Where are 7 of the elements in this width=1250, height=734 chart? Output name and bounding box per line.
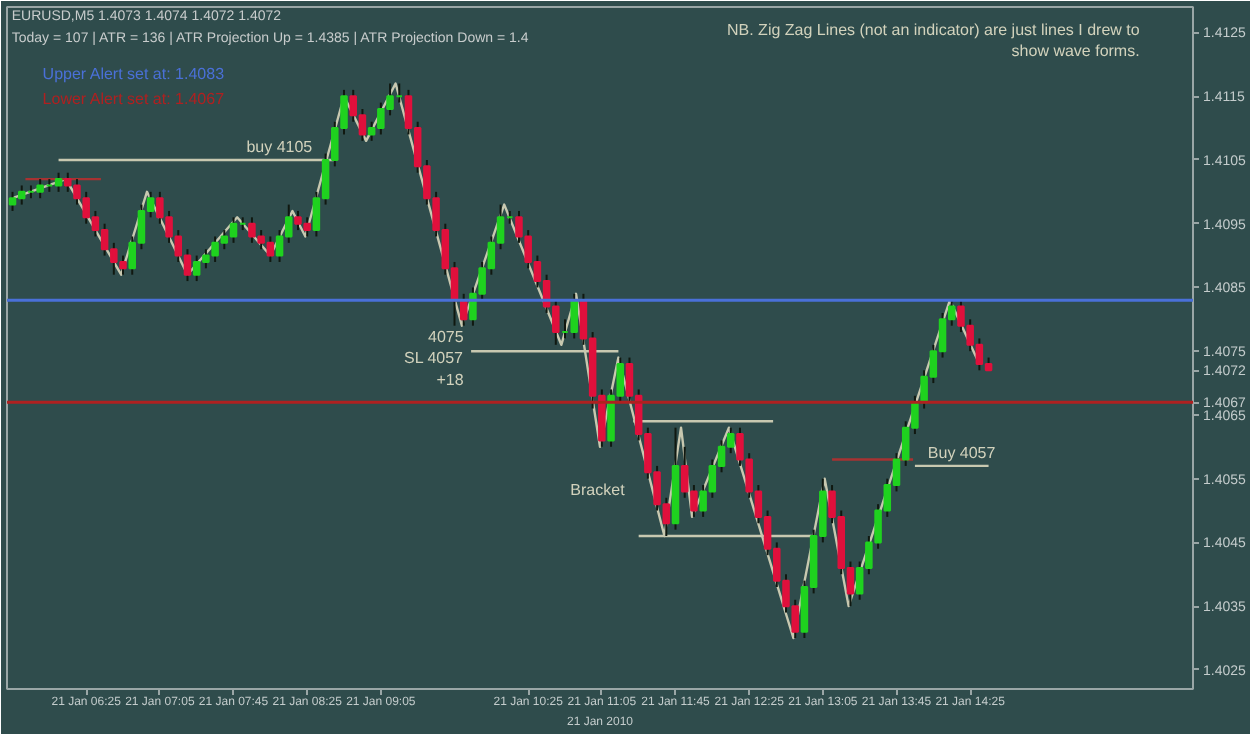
annotation: buy 4105 <box>246 137 314 156</box>
ref-line-label: Lower Alert set at: 1.4067 <box>42 89 226 108</box>
ref-line-label: Upper Alert set at: 1.4083 <box>42 64 226 83</box>
annotation: 4075 SL 4057 +18 <box>404 327 465 389</box>
annotation: NB. Zig Zag Lines (not an indicator) are just lines I drew to show wave forms. <box>727 20 1141 61</box>
annotation: Bracket <box>570 480 627 499</box>
annotation: Buy 4057 <box>927 443 997 462</box>
